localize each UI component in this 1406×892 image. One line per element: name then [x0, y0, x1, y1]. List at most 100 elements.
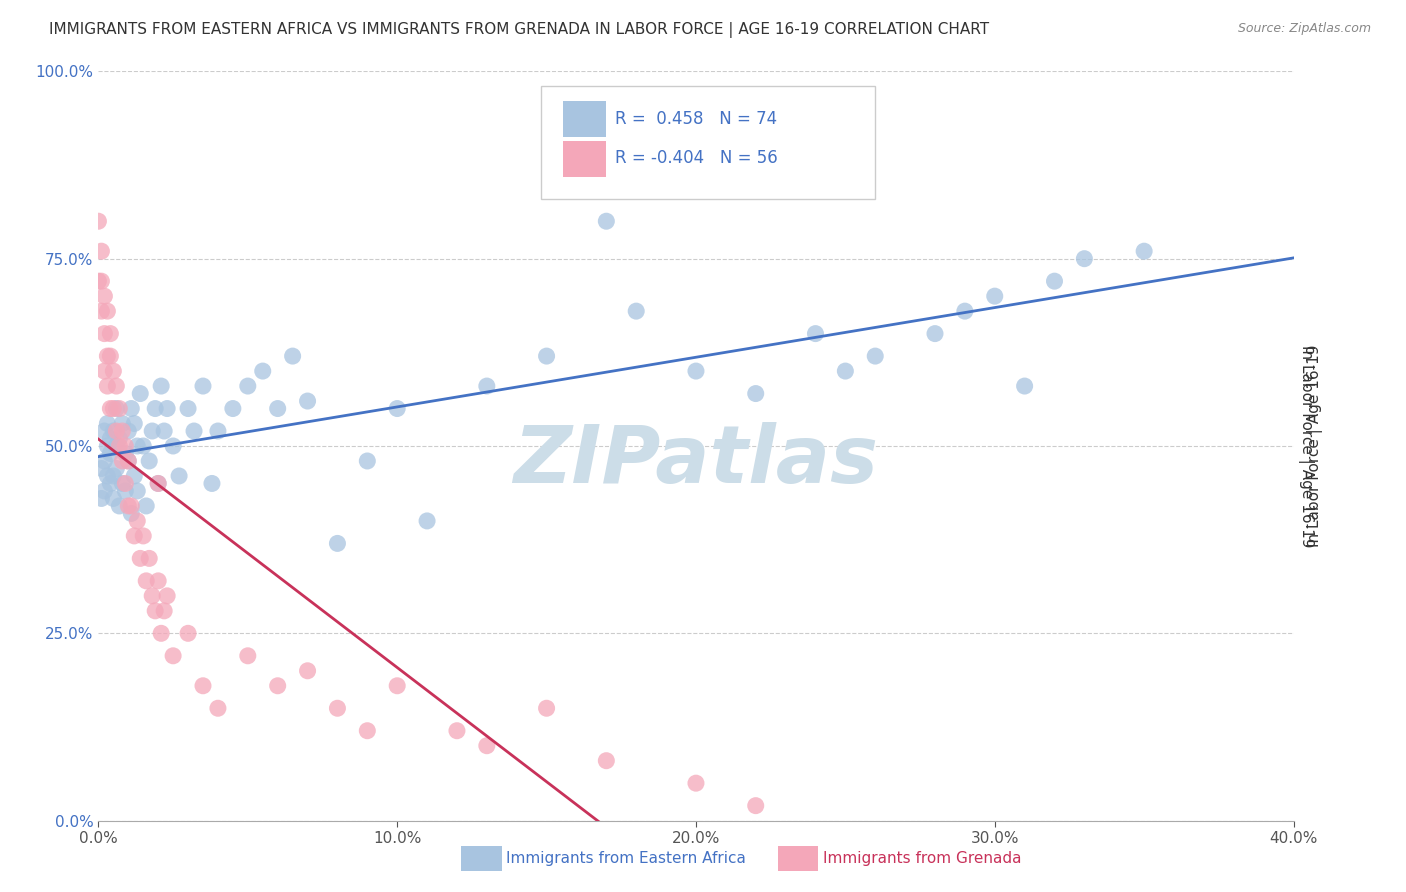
Point [183, 424, 205, 438]
Point [93, 364, 115, 378]
Point [90, 461, 112, 475]
Point [326, 536, 349, 550]
Point [252, 364, 274, 378]
Point [385, 401, 409, 416]
Point [162, 648, 184, 663]
Text: R = -0.404   N = 56: R = -0.404 N = 56 [614, 149, 778, 167]
Text: Source: ZipAtlas.com: Source: ZipAtlas.com [1237, 22, 1371, 36]
Point [93, 483, 115, 498]
Point [124, 529, 146, 543]
Point [96, 469, 118, 483]
Point [191, 679, 214, 693]
Point [103, 491, 125, 506]
Text: IMMIGRANTS FROM EASTERN AFRICA VS IMMIGRANTS FROM GRENADA IN LABOR FORCE | AGE 1: IMMIGRANTS FROM EASTERN AFRICA VS IMMIGR… [49, 22, 990, 38]
Point [103, 401, 125, 416]
Point [356, 454, 378, 468]
Point [297, 394, 319, 409]
Point [93, 289, 115, 303]
Point [98, 432, 122, 446]
Point [114, 483, 136, 498]
Point [924, 326, 946, 341]
FancyBboxPatch shape [564, 102, 606, 137]
Point [156, 589, 179, 603]
Point [114, 446, 136, 460]
Point [177, 401, 200, 416]
Point [96, 417, 118, 431]
Point [96, 379, 118, 393]
Text: Immigrants from Eastern Africa: Immigrants from Eastern Africa [506, 852, 747, 866]
Point [132, 439, 155, 453]
Point [153, 424, 176, 438]
Point [96, 349, 118, 363]
Point [96, 304, 118, 318]
Point [127, 439, 149, 453]
Point [804, 326, 827, 341]
Point [236, 648, 259, 663]
Point [236, 379, 259, 393]
Point [595, 754, 617, 768]
Point [90, 491, 112, 506]
Point [834, 364, 856, 378]
Point [111, 424, 134, 438]
Point [117, 424, 139, 438]
Point [953, 304, 976, 318]
Point [191, 379, 214, 393]
Point [90, 244, 112, 259]
Point [156, 401, 179, 416]
Point [685, 776, 707, 790]
Point [98, 476, 122, 491]
Point [117, 454, 139, 468]
Point [120, 499, 142, 513]
Point [150, 379, 173, 393]
Point [536, 349, 558, 363]
Point [150, 626, 173, 640]
Point [138, 454, 160, 468]
Point [865, 349, 887, 363]
Point [103, 424, 125, 438]
Text: ZIPatlas: ZIPatlas [513, 422, 879, 500]
FancyBboxPatch shape [564, 141, 606, 177]
Point [143, 604, 166, 618]
Point [124, 417, 146, 431]
Point [1043, 274, 1066, 288]
Point [143, 401, 166, 416]
Point [124, 469, 146, 483]
Point [135, 574, 157, 588]
Point [103, 469, 125, 483]
Point [98, 401, 122, 416]
Y-axis label: In Labor Force | Age 16-19: In Labor Force | Age 16-19 [1308, 344, 1323, 548]
Point [416, 514, 439, 528]
Point [1133, 244, 1156, 259]
Point [626, 304, 648, 318]
Point [87, 214, 110, 228]
Point [201, 476, 224, 491]
Point [98, 349, 122, 363]
Point [138, 551, 160, 566]
Point [114, 476, 136, 491]
Point [267, 679, 290, 693]
Point [685, 364, 707, 378]
Point [984, 289, 1007, 303]
Point [111, 454, 134, 468]
Point [167, 469, 190, 483]
Point [93, 326, 115, 341]
Point [745, 798, 768, 813]
Point [111, 417, 134, 431]
Point [1014, 379, 1036, 393]
Point [135, 499, 157, 513]
Point [114, 439, 136, 453]
Point [536, 701, 558, 715]
Point [281, 349, 304, 363]
Point [141, 589, 163, 603]
Point [127, 483, 149, 498]
Point [105, 461, 128, 475]
FancyBboxPatch shape [541, 87, 876, 199]
Point [105, 424, 128, 438]
Y-axis label: In Labor Force | Age 16-19: In Labor Force | Age 16-19 [1298, 344, 1315, 548]
Point [148, 476, 170, 491]
Point [267, 401, 290, 416]
Point [207, 424, 229, 438]
Point [129, 551, 152, 566]
Point [162, 439, 184, 453]
Point [475, 739, 498, 753]
